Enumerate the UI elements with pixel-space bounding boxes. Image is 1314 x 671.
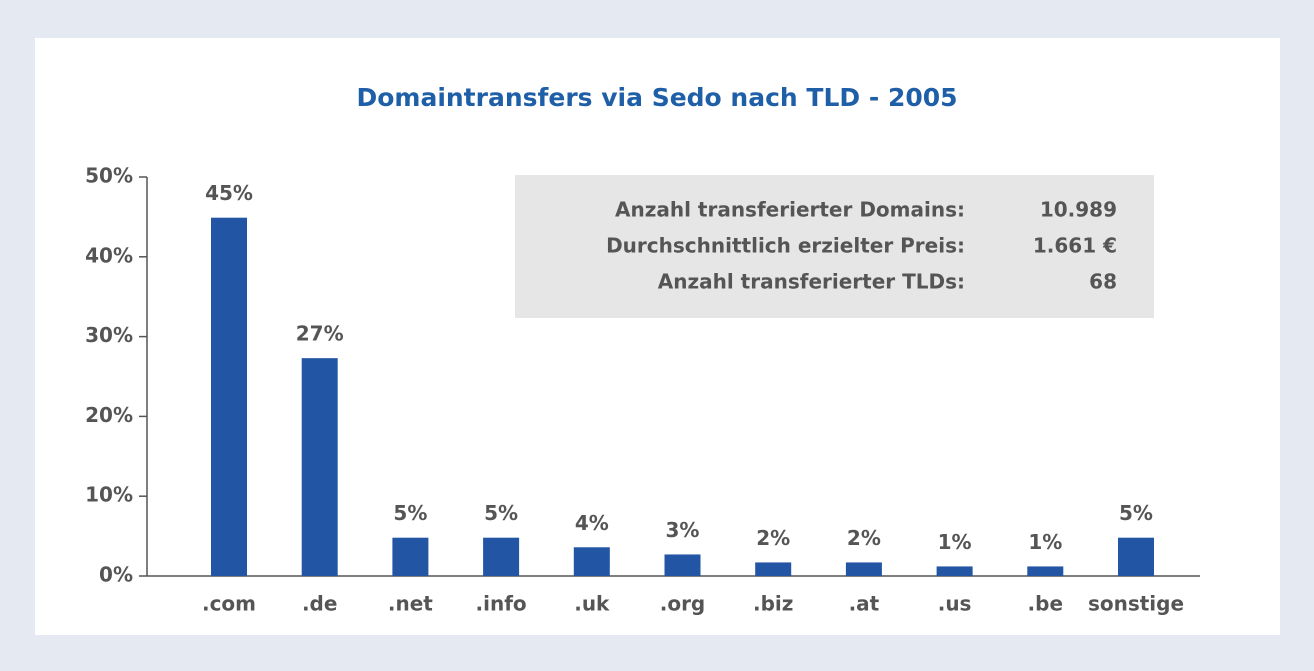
data-label: 2% [756, 526, 790, 550]
data-label: 5% [393, 501, 427, 525]
y-tick-label: 0% [99, 563, 133, 587]
bar [483, 537, 520, 576]
chart-title: Domaintransfers via Sedo nach TLD - 2005 [356, 83, 957, 112]
bar [301, 358, 338, 576]
info-value: 68 [1089, 270, 1117, 294]
y-tick-label: 30% [85, 323, 133, 347]
y-tick-label: 40% [85, 243, 133, 267]
bar [1027, 566, 1064, 576]
info-label: Anzahl transferierter Domains: [615, 198, 965, 222]
data-label: 3% [666, 518, 700, 542]
bar [1118, 537, 1154, 576]
x-tick-label: .be [1028, 592, 1063, 616]
info-label: Anzahl transferierter TLDs: [658, 270, 965, 294]
bar [845, 562, 882, 576]
x-tick-label: .info [476, 592, 527, 616]
info-value: 10.989 [1040, 198, 1117, 222]
x-tick-label: .org [660, 592, 706, 616]
data-label: 45% [205, 181, 253, 205]
x-tick-label: .biz [753, 592, 793, 616]
y-tick-label: 50% [85, 164, 133, 188]
bar [392, 537, 429, 576]
x-tick-label: .net [388, 592, 433, 616]
bar [664, 554, 701, 576]
bar [211, 217, 247, 576]
data-label: 1% [938, 530, 972, 554]
x-tick-label: .de [302, 592, 337, 616]
x-tick-label: .at [849, 592, 880, 616]
data-label: 2% [847, 526, 881, 550]
data-label: 5% [484, 501, 518, 525]
x-tick-label: .uk [574, 592, 610, 616]
x-tick-label: .us [938, 592, 972, 616]
info-box [515, 175, 1154, 318]
info-value: 1.661 € [1033, 234, 1117, 258]
data-label: 4% [575, 511, 609, 535]
x-tick-label: sonstige [1088, 592, 1184, 616]
bar [936, 566, 973, 576]
bar [755, 562, 792, 576]
y-tick-label: 10% [85, 483, 133, 507]
info-label: Durchschnittlich erzielter Preis: [606, 234, 965, 258]
data-label: 27% [296, 322, 344, 346]
y-tick-label: 20% [85, 403, 133, 427]
data-label: 1% [1028, 530, 1062, 554]
x-tick-label: .com [202, 592, 256, 616]
data-label: 5% [1119, 501, 1153, 525]
bar [573, 547, 610, 576]
